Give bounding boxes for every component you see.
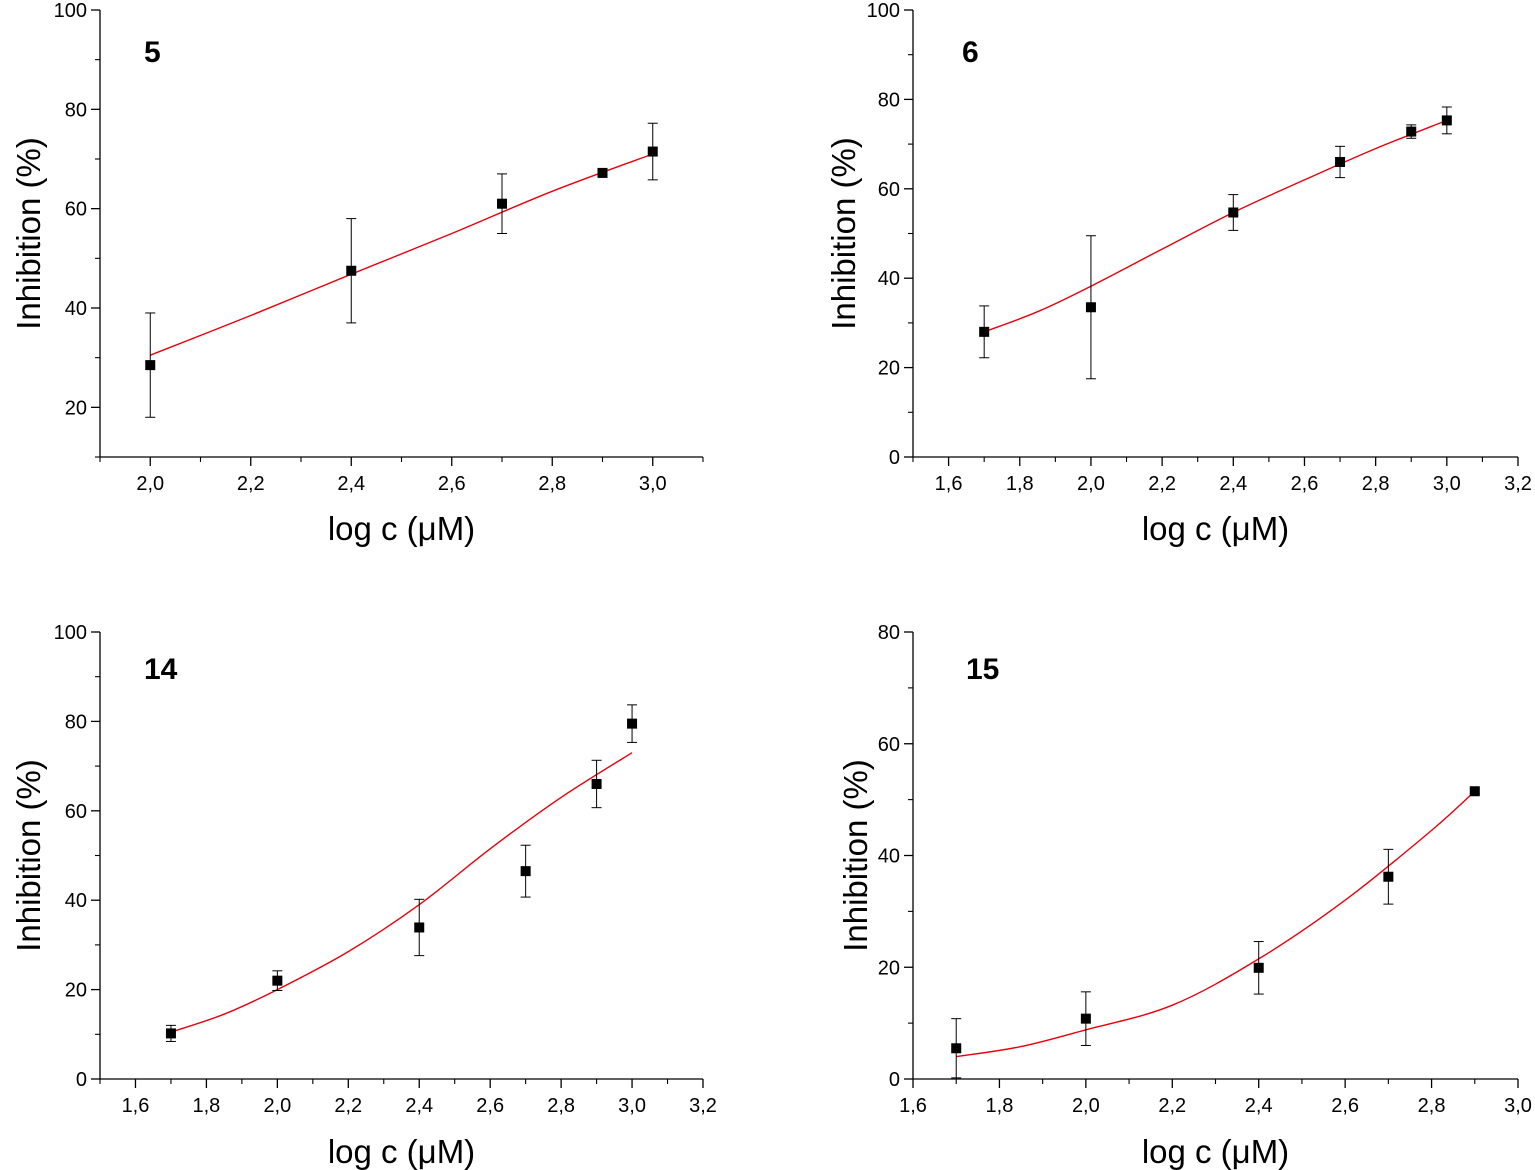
data-point <box>979 326 990 337</box>
y-tick-label: 40 <box>878 268 900 290</box>
panel-number: 6 <box>962 36 979 69</box>
x-tick-label: 2,2 <box>237 473 265 495</box>
y-tick-label: 20 <box>878 957 900 979</box>
x-tick-label: 2,4 <box>1219 473 1247 495</box>
y-tick-label: 80 <box>878 89 900 111</box>
x-axis-label: log c (μM) <box>328 1133 475 1170</box>
x-tick-label: 1,6 <box>935 473 963 495</box>
x-tick-label: 2,4 <box>1245 1095 1273 1117</box>
x-tick-label: 2,6 <box>476 1095 504 1117</box>
y-tick-label: 40 <box>65 298 87 320</box>
x-tick-label: 2,6 <box>438 473 466 495</box>
y-tick-label: 80 <box>878 622 900 644</box>
data-point <box>414 922 425 933</box>
y-axis-label: Inhibition (%) <box>837 759 874 952</box>
data-point <box>1441 115 1452 126</box>
x-tick-label: 2,8 <box>547 1095 575 1117</box>
y-tick-label: 80 <box>65 99 87 121</box>
data-point <box>1383 871 1394 882</box>
data-point <box>1469 786 1480 797</box>
x-tick-label: 2,0 <box>263 1095 291 1117</box>
data-point <box>1085 302 1096 313</box>
data-point <box>497 198 507 209</box>
x-axis-label: log c (μM) <box>328 510 475 547</box>
data-point <box>597 167 608 178</box>
data-point <box>272 975 283 986</box>
x-tick-label: 2,8 <box>1362 473 1390 495</box>
fit-curve <box>150 153 654 356</box>
x-tick-label: 1,6 <box>899 1095 927 1117</box>
x-tick-label: 3,2 <box>689 1095 717 1117</box>
data-point <box>591 778 602 789</box>
y-tick-label: 60 <box>65 199 87 221</box>
y-tick-label: 0 <box>889 447 900 469</box>
fit-curve <box>983 119 1448 333</box>
chart-panel-14: 0 20 40 60 80 100 1,6 1,8 2,0 2,2 2,4 2,6 2,8 3,0 3,2 I… <box>10 622 717 1170</box>
y-tick-label: 60 <box>65 801 87 823</box>
x-tick-label: 2,2 <box>334 1095 362 1117</box>
panel-number: 15 <box>966 653 999 686</box>
x-tick-label: 2,2 <box>1148 473 1176 495</box>
x-tick-label: 2,6 <box>1291 473 1319 495</box>
data-point <box>647 146 658 157</box>
y-axis-label: Inhibition (%) <box>10 137 47 330</box>
y-tick-label: 0 <box>889 1069 900 1091</box>
panel-number: 5 <box>144 36 161 69</box>
chart-panel-5: 20 40 60 80 100 2,0 2,2 2,4 2,6 2,8 3,0 Inhibition … <box>10 0 704 547</box>
x-tick-label: 2,6 <box>1331 1095 1359 1117</box>
x-tick-label: 1,8 <box>986 1095 1014 1117</box>
data-point <box>346 265 357 276</box>
x-tick-label: 2,0 <box>136 473 164 495</box>
x-tick-label: 1,8 <box>1006 473 1034 495</box>
data-point <box>1335 156 1346 167</box>
x-tick-label: 3,0 <box>618 1095 646 1117</box>
y-tick-label: 40 <box>878 846 900 868</box>
y-tick-label: 20 <box>65 980 87 1002</box>
x-axis-label: log c (μM) <box>1142 510 1289 547</box>
data-point <box>520 866 531 877</box>
x-tick-label: 2,4 <box>337 473 365 495</box>
fit-curve <box>170 752 633 1033</box>
fit-curve <box>956 790 1476 1058</box>
data-point <box>1406 126 1417 137</box>
x-tick-label: 2,0 <box>1077 473 1105 495</box>
panel-number: 14 <box>144 653 178 686</box>
y-axis-label: Inhibition (%) <box>825 137 862 330</box>
y-tick-label: 20 <box>65 397 87 419</box>
x-tick-label: 3,0 <box>1504 1095 1532 1117</box>
data-point <box>1228 207 1239 218</box>
x-tick-label: 1,6 <box>122 1095 150 1117</box>
y-axis-label: Inhibition (%) <box>10 759 47 952</box>
y-tick-label: 40 <box>65 890 87 912</box>
x-tick-label: 2,0 <box>1072 1095 1100 1117</box>
y-tick-label: 20 <box>878 358 900 380</box>
x-tick-label: 3,0 <box>639 473 667 495</box>
data-point <box>1080 1013 1091 1024</box>
x-tick-label: 2,2 <box>1158 1095 1186 1117</box>
y-tick-label: 60 <box>878 734 900 756</box>
data-point <box>627 718 638 729</box>
x-tick-label: 3,2 <box>1504 473 1532 495</box>
data-point <box>951 1043 962 1054</box>
x-tick-label: 3,0 <box>1433 473 1461 495</box>
y-tick-label: 80 <box>65 711 87 733</box>
y-tick-label: 0 <box>76 1069 87 1091</box>
x-tick-label: 2,4 <box>405 1095 433 1117</box>
chart-panel-6: 0 20 40 60 80 100 1,6 1,8 2,0 2,2 2,4 2,6 2,8 3,0 3,2 I… <box>825 0 1532 547</box>
data-point <box>145 360 156 371</box>
x-axis-label: log c (μM) <box>1142 1133 1289 1170</box>
x-tick-label: 1,8 <box>193 1095 221 1117</box>
x-tick-label: 2,8 <box>1418 1095 1446 1117</box>
y-tick-label: 100 <box>54 622 87 644</box>
y-tick-label: 100 <box>54 0 87 22</box>
x-tick-label: 2,8 <box>538 473 566 495</box>
y-tick-label: 60 <box>878 179 900 201</box>
chart-panel-15: 0 20 40 60 80 1,6 1,8 2,0 2,2 2,4 2,6 2,8 3,0 Inhibit… <box>837 622 1532 1170</box>
data-point <box>165 1028 176 1039</box>
data-point <box>1253 962 1264 973</box>
y-tick-label: 100 <box>867 0 900 22</box>
